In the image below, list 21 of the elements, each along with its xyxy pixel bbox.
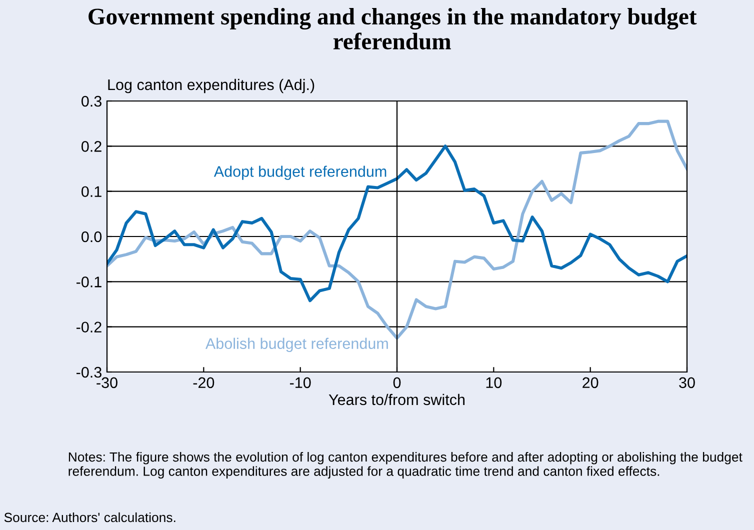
y-axis-title: Log canton expenditures (Adj.): [108, 78, 314, 94]
chart-title: Government spending and changes in the mandatory budget referendum: [88, 8, 697, 50]
series-label: Adopt budget referendum: [214, 166, 386, 180]
y-tick-label: -0.1: [76, 276, 102, 288]
x-tick-label: -30: [96, 377, 118, 388]
x-tick-label: 30: [679, 377, 695, 388]
x-tick-label: 0: [393, 377, 401, 388]
y-tick-label: -0.3: [76, 366, 102, 378]
x-tick-label: -20: [193, 377, 214, 388]
text: Notes: The figure shows the evolution of log canton expenditures before and after adopting or abolishing the budget referendum. Log canton expenditures are adjusted for a quadratic time trend and canton fixed effects.: [68, 452, 742, 479]
x-tick-label: 10: [486, 377, 502, 388]
y-tick-label: 0.3: [82, 96, 102, 107]
y-tick-label: 0.2: [82, 141, 102, 152]
source-note: Source: Authors' calculations.: [4, 512, 176, 522]
x-tick-label: 20: [582, 377, 598, 388]
y-tick-label: 0.1: [82, 186, 102, 198]
x-axis-title: Years to/from switch: [328, 394, 465, 406]
y-tick-label: -0.2: [76, 322, 102, 333]
x-tick-label: -10: [290, 377, 311, 388]
y-tick-label: 0.0: [82, 231, 102, 242]
series-label: Abolish budget referendum: [205, 338, 388, 352]
